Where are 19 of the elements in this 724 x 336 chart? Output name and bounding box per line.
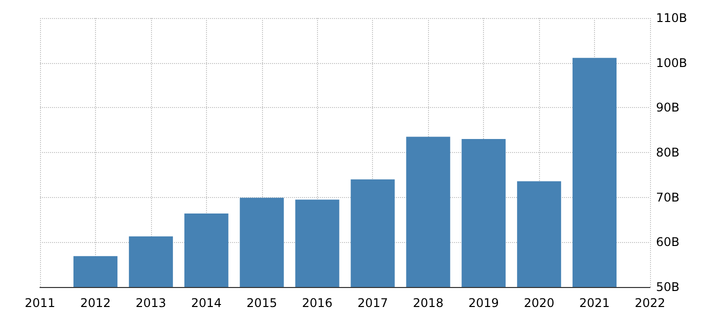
x-tick-label: 2013	[136, 296, 166, 310]
x-tick-label: 2018	[412, 296, 444, 310]
y-tick-label: 90B	[656, 100, 680, 115]
y-tick-label: 50B	[656, 280, 680, 294]
x-tick-label: 2016	[302, 296, 333, 310]
y-tick-label: 60B	[656, 235, 680, 250]
x-tick-label: 2020	[524, 296, 554, 310]
y-tick-label: 100B	[656, 56, 688, 70]
x-tick-label: 2015	[246, 296, 278, 310]
x-tick-label: 2021	[579, 296, 610, 310]
x-tick-label: 2019	[468, 296, 499, 310]
x-tick-label: 2012	[80, 296, 111, 310]
x-tick-label: 2011	[24, 296, 56, 310]
x-tick-label: 2017	[357, 296, 388, 310]
x-tick-label: 2014	[191, 296, 222, 310]
y-tick-label: 80B	[656, 146, 680, 160]
y-tick-label: 70B	[656, 190, 680, 204]
y-tick-label: 110B	[656, 11, 688, 25]
x-tick-label: 2022	[634, 296, 666, 310]
